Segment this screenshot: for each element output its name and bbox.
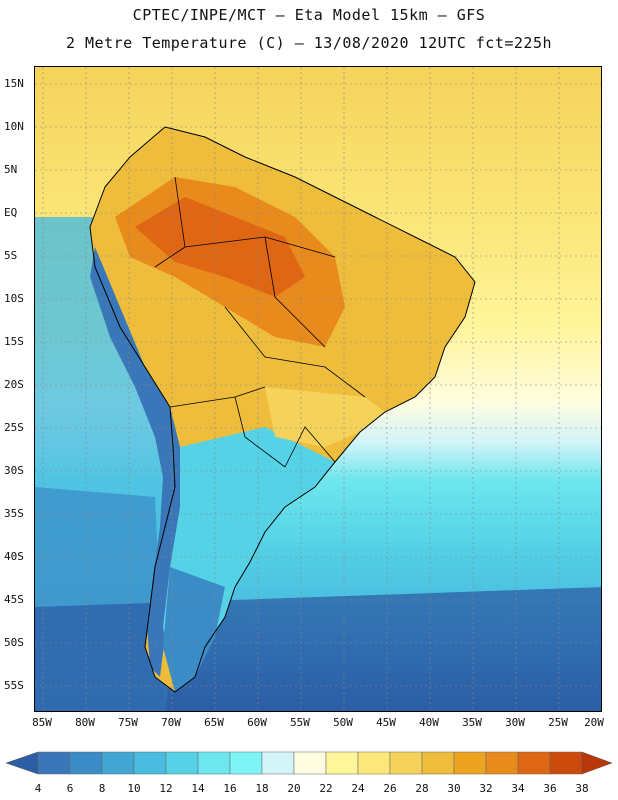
legend-arrow-left xyxy=(5,751,39,775)
lat-label: 40S xyxy=(4,550,24,563)
legend-value: 28 xyxy=(415,782,429,795)
legend-swatch xyxy=(453,751,487,775)
legend-value: 30 xyxy=(447,782,461,795)
lat-label: 25S xyxy=(4,421,24,434)
map-area xyxy=(34,66,602,712)
legend-swatch xyxy=(165,751,199,775)
legend-swatch xyxy=(549,751,583,775)
lon-label: 50W xyxy=(333,716,353,729)
lat-label: 35S xyxy=(4,507,24,520)
lat-label: 45S xyxy=(4,593,24,606)
legend-value: 32 xyxy=(479,782,493,795)
legend-swatch xyxy=(37,751,71,775)
lat-label: 30S xyxy=(4,464,24,477)
lon-label: 80W xyxy=(75,716,95,729)
lon-label: 20W xyxy=(584,716,604,729)
legend-swatch xyxy=(261,751,295,775)
lat-label: 15N xyxy=(4,77,24,90)
legend-value: 20 xyxy=(287,782,301,795)
legend-swatch xyxy=(485,751,519,775)
coastline xyxy=(89,126,476,693)
legend-swatch xyxy=(133,751,167,775)
lon-label: 40W xyxy=(419,716,439,729)
lat-label: 15S xyxy=(4,335,24,348)
lat-label: 55S xyxy=(4,679,24,692)
country-borders xyxy=(154,176,366,468)
legend-value: 24 xyxy=(351,782,365,795)
map-title-line-1: CPTEC/INPE/MCT – Eta Model 15km – GFS xyxy=(132,6,486,24)
lat-label: 5S xyxy=(4,249,18,262)
legend-value: 18 xyxy=(255,782,269,795)
legend-value: 8 xyxy=(98,782,106,795)
legend-value: 34 xyxy=(511,782,525,795)
pacific-south-band xyxy=(35,587,601,711)
legend-swatch xyxy=(421,751,455,775)
andes-cold-strip xyxy=(90,247,185,677)
legend-value: 12 xyxy=(159,782,173,795)
lon-label: 60W xyxy=(247,716,267,729)
temperature-field xyxy=(35,67,601,711)
lat-label: 20S xyxy=(4,378,24,391)
legend-swatch xyxy=(325,751,359,775)
south-brazil-warm xyxy=(265,387,385,447)
legend-value: 26 xyxy=(383,782,397,795)
lat-label: EQ xyxy=(4,206,18,219)
lon-label: 45W xyxy=(376,716,396,729)
lon-label: 35W xyxy=(462,716,482,729)
lon-label: 30W xyxy=(505,716,525,729)
legend-swatch xyxy=(293,751,327,775)
legend-swatch xyxy=(357,751,391,775)
legend-swatch xyxy=(69,751,103,775)
legend-value: 4 xyxy=(34,782,42,795)
legend-swatch xyxy=(389,751,423,775)
legend-value: 6 xyxy=(66,782,74,795)
legend-value: 38 xyxy=(575,782,589,795)
lon-label: 75W xyxy=(118,716,138,729)
lon-label: 25W xyxy=(548,716,568,729)
lat-label: 5N xyxy=(4,163,18,176)
lat-label: 50S xyxy=(4,636,24,649)
legend-arrow-right xyxy=(581,751,613,775)
amazon-hottest-core xyxy=(135,197,305,297)
patagonia-cold xyxy=(163,567,225,692)
legend-swatch xyxy=(197,751,231,775)
legend-swatch xyxy=(517,751,551,775)
legend-value: 14 xyxy=(191,782,205,795)
lon-label: 55W xyxy=(290,716,310,729)
lon-label: 70W xyxy=(161,716,181,729)
legend-swatch xyxy=(101,751,135,775)
lat-label: 10N xyxy=(4,120,24,133)
legend-value: 10 xyxy=(127,782,141,795)
legend-value: 36 xyxy=(543,782,557,795)
legend-value: 22 xyxy=(319,782,333,795)
lat-label: 10S xyxy=(4,292,24,305)
map-title-line-2: 2 Metre Temperature (C) – 13/08/2020 12U… xyxy=(65,34,553,52)
temperature-legend xyxy=(5,751,613,775)
legend-swatch xyxy=(229,751,263,775)
lon-label: 65W xyxy=(204,716,224,729)
legend-value: 16 xyxy=(223,782,237,795)
lon-label: 85W xyxy=(32,716,52,729)
